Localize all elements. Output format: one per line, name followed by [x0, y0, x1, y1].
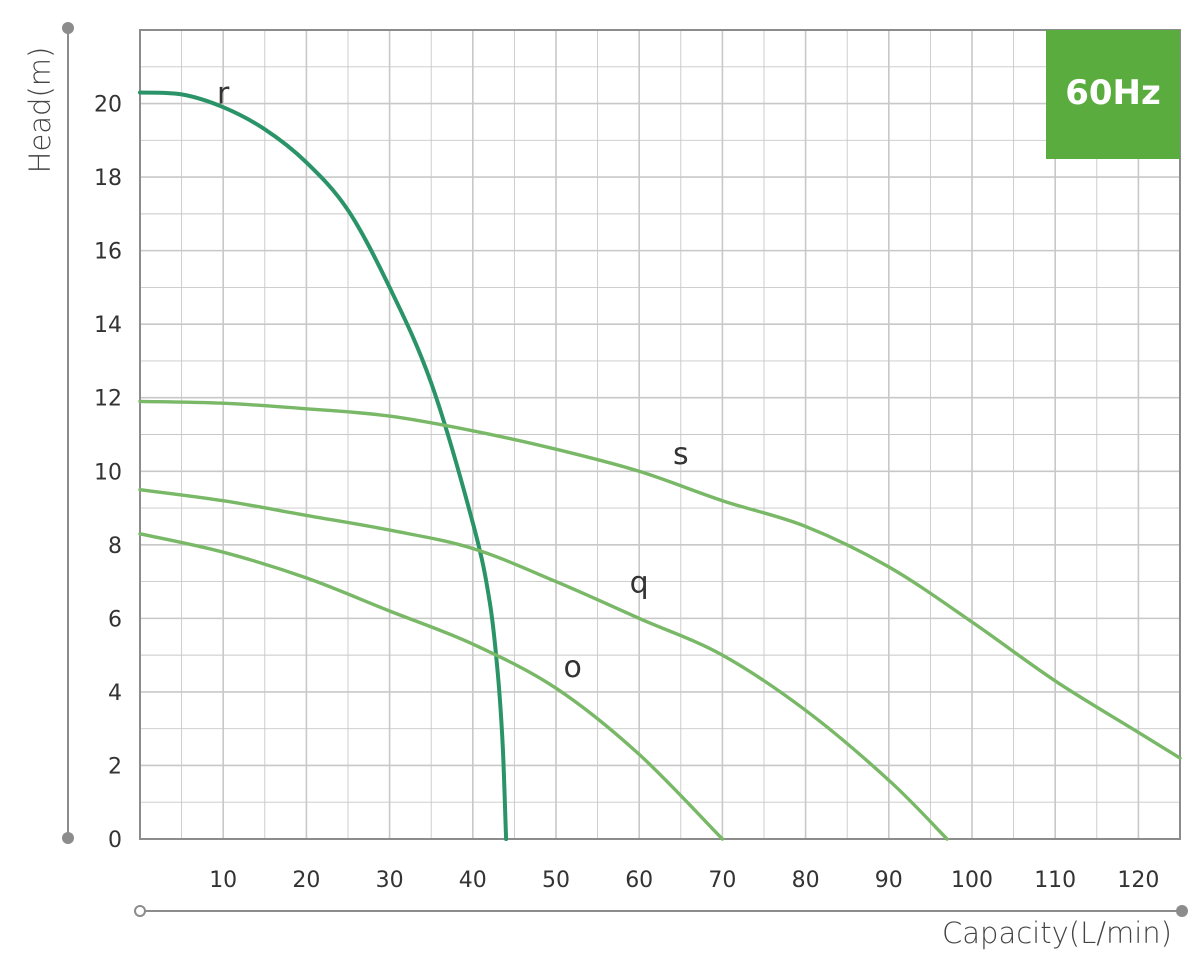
- y-tick-label: 20: [94, 93, 122, 118]
- y-tick-label: 4: [108, 681, 122, 706]
- x-axis-title: Capacity(L/min): [942, 916, 1172, 950]
- y-tick-label: 16: [94, 240, 122, 265]
- y-tick-label: 14: [94, 313, 122, 338]
- badge-label: 60Hz: [1065, 73, 1161, 113]
- plot-frame: [139, 29, 1181, 840]
- badge-background: [1046, 30, 1180, 159]
- x-tick-label: 40: [459, 868, 487, 893]
- frequency-badge: 60Hz: [1046, 30, 1180, 159]
- curve-label-r: r: [217, 77, 230, 112]
- curve-r: [138, 90, 509, 841]
- y-tick-label: 2: [108, 754, 122, 779]
- curve-label-o: o: [563, 650, 581, 685]
- x-tick-label: 10: [209, 868, 237, 893]
- curve-s: [138, 399, 1182, 760]
- x-tick-label: 20: [292, 868, 320, 893]
- x-axis-left-dot: [134, 905, 146, 917]
- y-tick-label: 6: [108, 607, 122, 632]
- x-tick-label: 120: [1117, 868, 1159, 893]
- y-axis-top-dot: [62, 22, 74, 34]
- curve-labels: r s q o: [217, 77, 689, 686]
- y-tick-label: 18: [94, 166, 122, 191]
- x-tick-label: 80: [792, 868, 820, 893]
- x-tick-labels: 10 20 30 40 50 60 70 80 90 100 110 120: [209, 868, 1159, 893]
- curves: [138, 90, 1182, 841]
- y-tick-label: 10: [94, 460, 122, 485]
- y-axis-bottom-dot: [62, 832, 74, 844]
- x-tick-label: 50: [542, 868, 570, 893]
- curve-label-q: q: [630, 566, 649, 601]
- y-axis-title: Head(m): [23, 47, 57, 174]
- x-tick-label: 100: [951, 868, 993, 893]
- curve-q: [138, 488, 949, 841]
- x-tick-label: 70: [708, 868, 736, 893]
- curve-label-s: s: [673, 437, 689, 472]
- y-tick-label: 0: [108, 828, 122, 853]
- x-tick-label: 110: [1034, 868, 1076, 893]
- y-tick-label: 8: [108, 534, 122, 559]
- y-tick-labels: 0 2 4 6 8 10 12 14 16 18 20: [94, 93, 122, 853]
- y-tick-label: 12: [94, 387, 122, 412]
- curve-o: [138, 532, 725, 841]
- x-tick-label: 30: [376, 868, 404, 893]
- x-tick-label: 90: [875, 868, 903, 893]
- x-axis-right-dot: [1176, 905, 1188, 917]
- x-tick-label: 60: [625, 868, 653, 893]
